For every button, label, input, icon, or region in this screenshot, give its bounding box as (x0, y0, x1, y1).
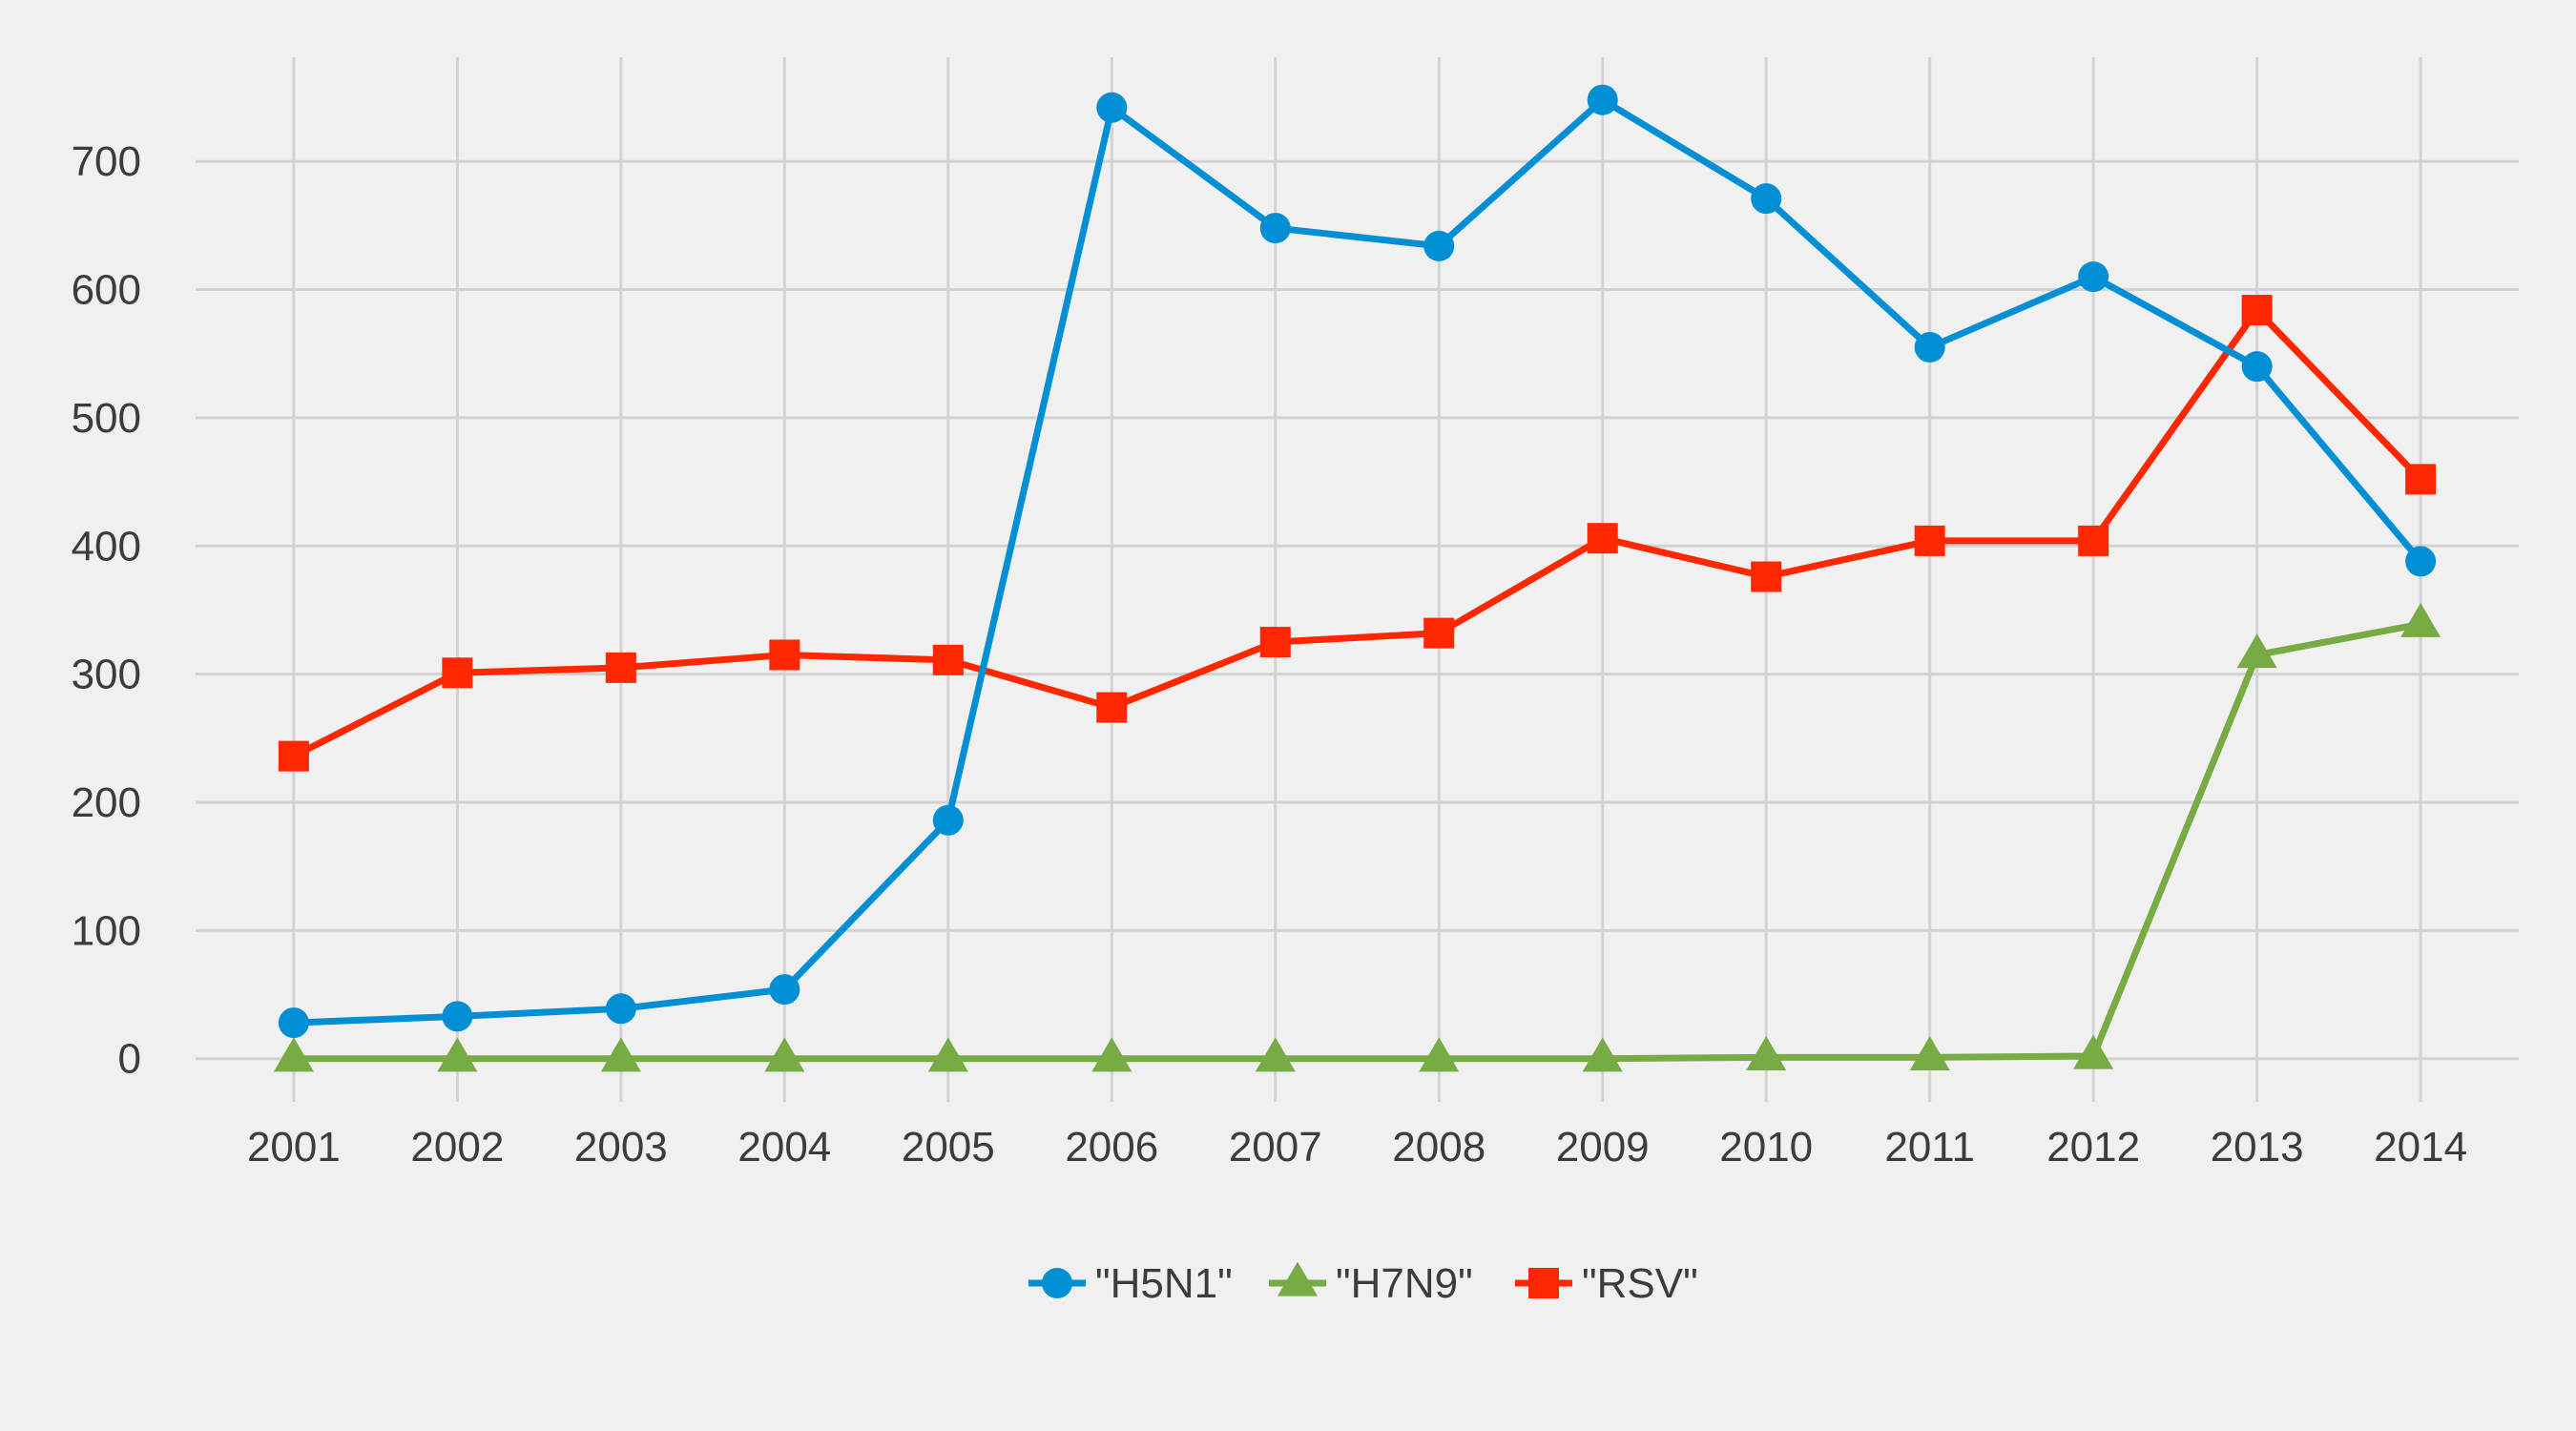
x-tick-labels: 2001 2002 2003 2004 2005 2006 2007 2008 2009 2010… (247, 1124, 2467, 1171)
y-tick-label: 400 (72, 523, 141, 570)
data-point-rsv (932, 644, 964, 675)
series-line-rsv (290, 306, 2424, 760)
data-point-h7n9 (1746, 1036, 1787, 1071)
x-tick-label: 2003 (574, 1124, 668, 1171)
legend-swatch-marker (1042, 1268, 1072, 1298)
data-point-rsv (1587, 523, 1618, 554)
series-line-h7n9 (290, 620, 2424, 1063)
data-point-h5n1 (1914, 332, 1945, 363)
data-point-h5n1 (2241, 351, 2273, 383)
data-point-rsv (1751, 561, 1782, 592)
data-point-h7n9 (927, 1037, 968, 1072)
legend-swatch-marker (1528, 1268, 1559, 1298)
data-point-h7n9 (273, 1037, 314, 1072)
legend-item-rsv: "RSV" (1515, 1260, 1698, 1307)
y-tick-label: 300 (72, 652, 141, 698)
data-point-h5n1 (278, 1007, 309, 1039)
x-tick-label: 2014 (2374, 1124, 2467, 1171)
data-point-h5n1 (769, 974, 800, 1006)
data-point-h7n9 (1909, 1036, 1950, 1071)
series-lines (290, 96, 2424, 1063)
y-tick-label: 100 (72, 907, 141, 954)
data-point-h5n1 (1587, 84, 1618, 115)
data-point-rsv (2078, 525, 2109, 556)
series-markers (273, 84, 2441, 1072)
data-point-rsv (278, 740, 309, 772)
data-point-h5n1 (442, 1001, 473, 1032)
data-point-rsv (1914, 525, 1945, 556)
data-point-h7n9 (600, 1037, 641, 1072)
x-tick-label: 2013 (2211, 1124, 2304, 1171)
data-point-h7n9 (2400, 602, 2441, 637)
data-point-rsv (2405, 464, 2437, 495)
data-point-h5n1 (605, 993, 636, 1025)
x-tick-label: 2002 (410, 1124, 504, 1171)
series-line-h5n1 (290, 96, 2424, 1027)
x-tick-label: 2008 (1392, 1124, 1485, 1171)
x-tick-label: 2011 (1884, 1124, 1975, 1171)
data-point-h5n1 (2405, 546, 2437, 577)
y-gridlines (196, 159, 2519, 1061)
x-tick-label: 2005 (902, 1124, 995, 1171)
data-point-h5n1 (2078, 261, 2109, 293)
data-point-h5n1 (1423, 230, 1455, 261)
legend-label: "RSV" (1582, 1260, 1698, 1307)
data-point-h7n9 (2073, 1034, 2114, 1069)
data-point-rsv (442, 657, 473, 689)
data-point-h5n1 (1751, 183, 1782, 215)
data-point-h7n9 (1419, 1037, 1460, 1072)
legend-swatch-marker (1278, 1261, 1318, 1296)
data-point-h5n1 (932, 804, 964, 836)
x-tick-label: 2004 (737, 1124, 831, 1171)
data-point-h7n9 (437, 1037, 478, 1072)
y-tick-label: 600 (72, 267, 141, 314)
y-tick-labels: 0 100 200 300 400 500 600 700 (72, 138, 141, 1082)
legend-label: "H5N1" (1095, 1260, 1233, 1307)
x-tick-label: 2009 (1556, 1124, 1650, 1171)
legend-label: "H7N9" (1336, 1260, 1473, 1307)
data-point-h5n1 (1096, 92, 1128, 123)
data-point-rsv (1259, 627, 1291, 658)
x-tick-label: 2006 (1065, 1124, 1158, 1171)
data-point-h7n9 (1582, 1037, 1623, 1072)
x-tick-label: 2012 (2046, 1124, 2140, 1171)
x-tick-label: 2010 (1719, 1124, 1813, 1171)
data-point-h5n1 (1259, 213, 1291, 244)
data-point-h7n9 (1255, 1037, 1296, 1072)
legend: "H5N1" "H7N9" "RSV" (1028, 1260, 1698, 1307)
y-tick-label: 0 (118, 1036, 141, 1083)
legend-item-h5n1: "H5N1" (1028, 1260, 1233, 1307)
y-tick-label: 500 (72, 395, 141, 442)
y-tick-label: 200 (72, 779, 141, 826)
data-point-h7n9 (764, 1037, 805, 1072)
x-tick-label: 2001 (247, 1124, 341, 1171)
data-point-h7n9 (1091, 1037, 1132, 1072)
data-point-rsv (769, 639, 800, 671)
x-tick-label: 2007 (1229, 1124, 1322, 1171)
legend-item-h7n9: "H7N9" (1269, 1260, 1473, 1307)
data-point-rsv (1423, 617, 1455, 649)
y-tick-label: 700 (72, 138, 141, 185)
data-point-rsv (1096, 692, 1128, 723)
data-point-rsv (2241, 295, 2273, 326)
data-point-rsv (605, 652, 636, 683)
data-point-h7n9 (2236, 633, 2277, 669)
